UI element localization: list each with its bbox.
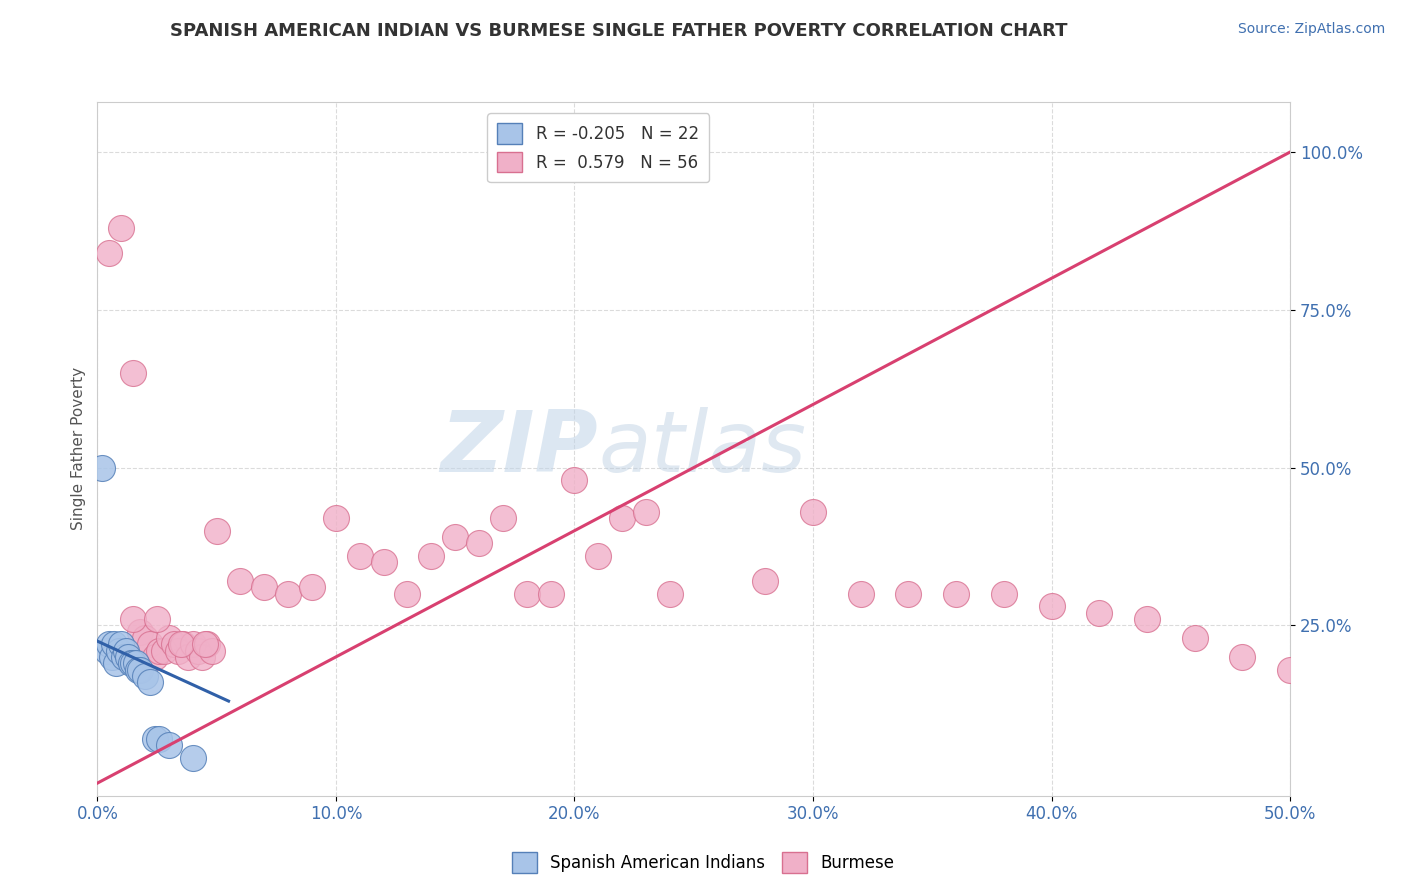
Point <box>564 473 586 487</box>
Point <box>91 460 114 475</box>
Point <box>148 643 170 657</box>
Point <box>1088 606 1111 620</box>
Point <box>122 366 145 380</box>
Point <box>120 657 142 671</box>
Point <box>1232 649 1254 664</box>
Point <box>110 637 132 651</box>
Point <box>105 657 128 671</box>
Point <box>516 587 538 601</box>
Point <box>122 657 145 671</box>
Point <box>277 587 299 601</box>
Legend: Spanish American Indians, Burmese: Spanish American Indians, Burmese <box>505 846 901 880</box>
Text: Source: ZipAtlas.com: Source: ZipAtlas.com <box>1237 22 1385 37</box>
Legend: R = -0.205   N = 22, R =  0.579   N = 56: R = -0.205 N = 22, R = 0.579 N = 56 <box>488 113 709 182</box>
Point <box>122 612 145 626</box>
Point <box>945 587 967 601</box>
Point <box>112 649 135 664</box>
Point <box>98 637 121 651</box>
Point <box>801 505 824 519</box>
Point <box>143 731 166 746</box>
Point <box>253 581 276 595</box>
Point <box>153 643 176 657</box>
Point <box>129 624 152 639</box>
Point <box>127 663 149 677</box>
Point <box>444 530 467 544</box>
Point <box>195 637 218 651</box>
Point <box>103 637 125 651</box>
Text: SPANISH AMERICAN INDIAN VS BURMESE SINGLE FATHER POVERTY CORRELATION CHART: SPANISH AMERICAN INDIAN VS BURMESE SINGL… <box>170 22 1067 40</box>
Point <box>157 631 180 645</box>
Point <box>1040 599 1063 614</box>
Point <box>117 649 139 664</box>
Point <box>98 246 121 260</box>
Point <box>396 587 419 601</box>
Point <box>194 637 217 651</box>
Point <box>177 649 200 664</box>
Point <box>373 555 395 569</box>
Point <box>540 587 562 601</box>
Point <box>1136 612 1159 626</box>
Text: ZIP: ZIP <box>440 407 599 490</box>
Point <box>115 643 138 657</box>
Point <box>187 643 209 657</box>
Point <box>129 663 152 677</box>
Point <box>492 511 515 525</box>
Point <box>191 649 214 664</box>
Point <box>181 637 204 651</box>
Point <box>146 612 169 626</box>
Point <box>301 581 323 595</box>
Point <box>143 649 166 664</box>
Point <box>1184 631 1206 645</box>
Point <box>658 587 681 601</box>
Point <box>849 587 872 601</box>
Point <box>588 549 610 563</box>
Point <box>157 739 180 753</box>
Point <box>181 751 204 765</box>
Point <box>139 675 162 690</box>
Point <box>163 637 186 651</box>
Point <box>115 649 138 664</box>
Point <box>110 220 132 235</box>
Point <box>100 649 122 664</box>
Point <box>897 587 920 601</box>
Point <box>124 657 146 671</box>
Y-axis label: Single Father Poverty: Single Father Poverty <box>72 368 86 530</box>
Point <box>201 643 224 657</box>
Point <box>205 524 228 538</box>
Point <box>1279 663 1302 677</box>
Point <box>139 637 162 651</box>
Point <box>96 643 118 657</box>
Point <box>349 549 371 563</box>
Text: atlas: atlas <box>599 407 806 490</box>
Point <box>134 669 156 683</box>
Point <box>172 637 194 651</box>
Point <box>612 511 634 525</box>
Point <box>325 511 347 525</box>
Point <box>420 549 443 563</box>
Point <box>148 731 170 746</box>
Point <box>170 637 193 651</box>
Point <box>634 505 657 519</box>
Point <box>468 536 491 550</box>
Point <box>229 574 252 589</box>
Point <box>134 631 156 645</box>
Point <box>754 574 776 589</box>
Point <box>167 643 190 657</box>
Point <box>993 587 1015 601</box>
Point <box>108 643 131 657</box>
